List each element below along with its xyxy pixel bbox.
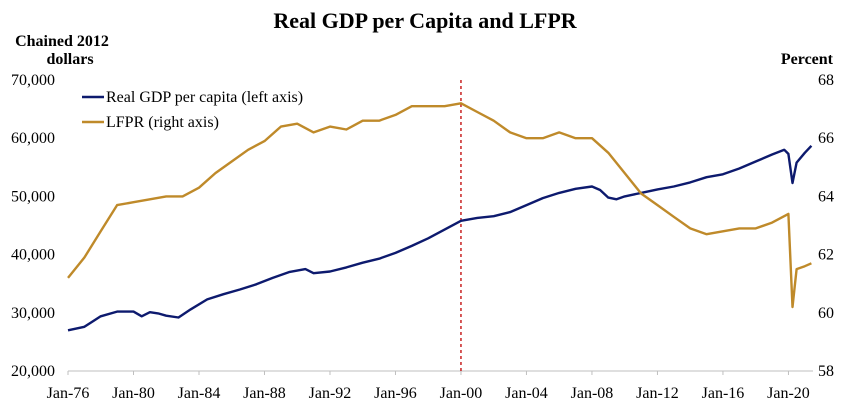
left-tick-label: 40,000 — [11, 247, 55, 264]
x-tick-label: Jan-20 — [767, 385, 810, 402]
right-tick-label: 68 — [818, 72, 834, 89]
x-tick-label: Jan-08 — [571, 385, 614, 402]
left-tick-label: 50,000 — [11, 188, 55, 205]
x-tick-label: Jan-80 — [112, 385, 155, 402]
right-tick-label: 58 — [818, 363, 834, 380]
left-tick-label: 70,000 — [11, 72, 55, 89]
right-axis-ticks: 58 60 62 64 66 68 — [818, 72, 834, 380]
right-tick-label: 66 — [818, 130, 834, 147]
left-tick-label: 60,000 — [11, 130, 55, 147]
x-tick-label: Jan-76 — [47, 385, 90, 402]
left-axis-ticks: 20,000 30,000 40,000 50,000 60,000 70,000 — [11, 72, 55, 380]
x-tick-label: Jan-00 — [440, 385, 483, 402]
right-tick-label: 62 — [818, 247, 834, 264]
legend-label: Real GDP per capita (left axis) — [106, 89, 303, 106]
x-tick-label: Jan-96 — [374, 385, 417, 402]
series-line-lfpr — [67, 102, 812, 309]
series-line-gdp — [67, 144, 813, 332]
series-lines — [67, 102, 813, 332]
x-tick-label: Jan-16 — [702, 385, 745, 402]
left-tick-label: 30,000 — [11, 305, 55, 322]
x-tick-label: Jan-92 — [309, 385, 352, 402]
x-axis-ticks: Jan-76 Jan-80 Jan-84 Jan-88 Jan-92 Jan-96 Jan-… — [47, 371, 810, 402]
left-axis-unit-line1: Chained 2012 — [15, 33, 109, 50]
x-tick-label: Jan-12 — [636, 385, 679, 402]
legend-label: LFPR (right axis) — [106, 114, 219, 131]
right-tick-label: 64 — [818, 188, 834, 205]
left-tick-label: 20,000 — [11, 363, 55, 380]
x-tick-label: Jan-84 — [178, 385, 221, 402]
legend: Real GDP per capita (left axis) LFPR (rig… — [82, 89, 303, 131]
x-tick-label: Jan-04 — [505, 385, 548, 402]
chart-title: Real GDP per Capita and LFPR — [273, 8, 577, 33]
x-tick-label: Jan-88 — [243, 385, 286, 402]
left-axis-unit-line2: dollars — [46, 51, 93, 68]
right-axis-unit: Percent — [781, 51, 834, 68]
right-tick-label: 60 — [818, 305, 834, 322]
